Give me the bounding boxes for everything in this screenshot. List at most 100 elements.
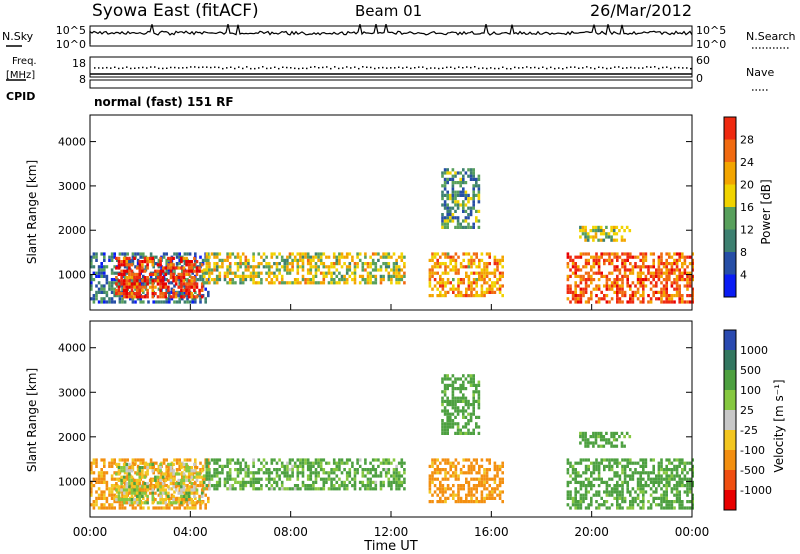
power-cell <box>691 258 694 262</box>
power-cell <box>103 300 106 304</box>
velocity-cell <box>467 480 471 484</box>
power-colorbar-title: Power [dB] <box>759 179 773 244</box>
velocity-cell <box>165 503 168 507</box>
velocity-cell <box>628 435 632 439</box>
power-cell <box>186 278 189 282</box>
power-cell <box>493 271 497 275</box>
velocity-cell <box>317 474 320 478</box>
nave-dot <box>674 66 676 69</box>
velocity-cell <box>579 431 582 435</box>
power-cell <box>467 206 470 210</box>
velocity-cell <box>400 458 404 462</box>
velocity-cell <box>126 471 129 475</box>
power-cell <box>454 294 458 298</box>
velocity-cell <box>384 458 388 462</box>
velocity-cell <box>301 458 305 462</box>
power-cell <box>634 265 637 269</box>
power-cell <box>618 297 622 301</box>
velocity-cell <box>364 461 367 465</box>
velocity-cell <box>190 466 194 470</box>
velocity-cell <box>322 458 326 462</box>
power-cell <box>327 281 331 285</box>
power-cell <box>686 284 689 288</box>
velocity-cell <box>157 477 161 481</box>
velocity-cell <box>595 493 598 497</box>
power-cell <box>571 297 575 301</box>
velocity-cell <box>605 458 609 462</box>
power-cell <box>387 274 391 278</box>
power-cell <box>592 287 596 291</box>
power-cell <box>397 281 401 285</box>
velocity-cell <box>467 406 470 410</box>
velocity-cell <box>172 478 175 482</box>
power-cell <box>175 255 179 259</box>
power-cell <box>147 300 150 304</box>
velocity-cell <box>309 471 313 475</box>
power-cell <box>228 268 232 272</box>
power-cell <box>647 265 650 269</box>
velocity-cell <box>493 490 497 494</box>
velocity-cell <box>128 491 131 495</box>
velocity-cell <box>283 474 287 478</box>
power-cell <box>169 256 173 260</box>
velocity-cell <box>647 506 650 510</box>
power-cell <box>122 269 126 273</box>
power-cell <box>204 287 207 291</box>
power-cell <box>103 255 106 259</box>
velocity-cell <box>467 422 470 426</box>
velocity-cell <box>366 480 370 484</box>
velocity-cell <box>647 500 650 504</box>
velocity-cell <box>182 478 186 482</box>
velocity-cell <box>191 503 194 507</box>
power-cell <box>205 278 209 282</box>
velocity-cell <box>100 477 103 481</box>
power-cell <box>172 276 175 280</box>
velocity-cell <box>162 477 166 481</box>
power-cell <box>652 290 655 294</box>
power-cell <box>501 284 504 288</box>
power-cell <box>597 225 600 229</box>
velocity-cell <box>205 464 209 468</box>
velocity-cell <box>207 464 210 468</box>
power-cell <box>428 271 432 275</box>
power-cell <box>472 193 475 197</box>
velocity-cell <box>208 477 211 481</box>
velocity-cell <box>428 477 432 481</box>
velocity-cell <box>149 480 153 484</box>
velocity-cell <box>293 461 297 465</box>
velocity-cell <box>616 493 619 497</box>
velocity-cell <box>335 468 339 472</box>
velocity-cell <box>579 435 582 439</box>
power-cell <box>589 235 593 239</box>
velocity-cell <box>688 500 692 504</box>
power-cell <box>444 255 447 259</box>
velocity-heatmap <box>90 374 694 510</box>
power-cell <box>496 265 499 269</box>
velocity-cell <box>141 475 144 479</box>
power-cell <box>456 193 460 197</box>
nave-dot <box>382 66 384 69</box>
nave-dot <box>666 66 668 68</box>
power-cell <box>616 278 619 282</box>
velocity-cell <box>131 484 135 488</box>
velocity-cell <box>462 383 465 387</box>
power-cell <box>686 294 689 298</box>
power-cell <box>592 225 595 229</box>
power-cell <box>571 258 575 262</box>
velocity-cell <box>688 477 692 481</box>
velocity-cell <box>584 471 588 475</box>
velocity-cell <box>467 468 471 472</box>
nave-dot <box>430 67 432 69</box>
nave-dot <box>114 66 116 68</box>
velocity-cell <box>491 496 494 500</box>
velocity-cell <box>597 474 601 478</box>
power-cell <box>196 278 200 282</box>
power-cell <box>584 229 587 233</box>
power-cell <box>249 265 253 269</box>
velocity-cell <box>110 474 114 478</box>
velocity-cell <box>446 496 450 500</box>
velocity-cell <box>569 461 572 465</box>
velocity-cell <box>291 458 294 462</box>
power-cell <box>304 278 307 282</box>
power-cell <box>449 281 452 285</box>
